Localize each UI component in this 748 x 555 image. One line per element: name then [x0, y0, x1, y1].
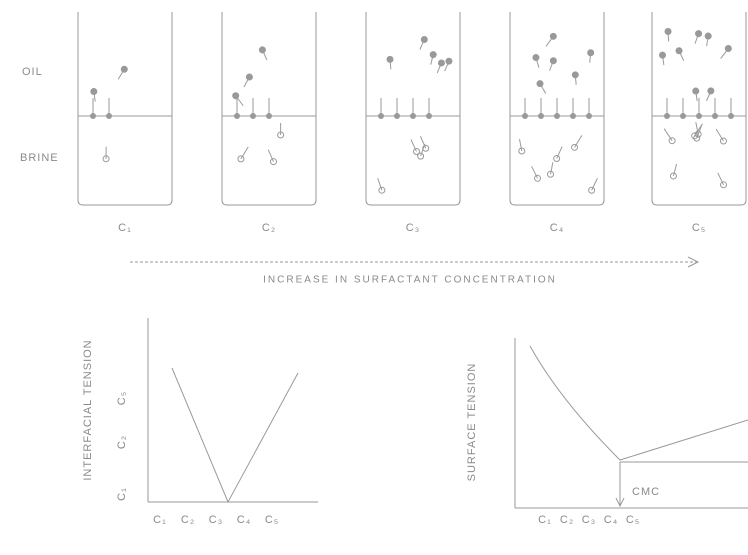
x-tick-label: C₂ — [560, 514, 574, 526]
molecule-tail — [664, 129, 672, 141]
x-tick-label: C₄ — [237, 514, 251, 526]
x-tick-label: C₅ — [265, 514, 279, 526]
x-tick-label: C₃ — [209, 514, 223, 526]
y-axis-label: INTERFACIAL TENSION — [82, 339, 94, 480]
y-tick-label: C₂ — [116, 435, 128, 449]
x-tick-label: C₁ — [153, 514, 167, 526]
x-tick-label: C₄ — [604, 514, 618, 526]
beaker-label: C₄ — [550, 222, 564, 234]
curve — [530, 346, 748, 460]
x-tick-label: C₂ — [181, 514, 195, 526]
molecule-head — [438, 60, 444, 66]
beaker — [78, 12, 172, 205]
y-tick-label: C₁ — [116, 487, 128, 501]
x-tick-label: C₅ — [626, 514, 640, 526]
molecule-tail — [575, 135, 582, 147]
molecule-tail — [716, 129, 723, 141]
cmc-label: CMC — [632, 486, 660, 498]
molecule-tail — [721, 49, 729, 59]
y-axis-label: SURFACE TENSION — [466, 363, 478, 482]
molecule-tail — [546, 36, 553, 46]
brine-label: BRINE — [20, 152, 59, 164]
beaker-label: C₅ — [692, 222, 706, 234]
beaker-label: C₁ — [118, 222, 132, 234]
molecule-tail — [241, 147, 248, 159]
molecule-tail — [668, 31, 669, 41]
diagram: OIL BRINE INCREASE IN SURFACTANT CONCENT… — [0, 0, 748, 555]
beaker-label: C₃ — [406, 222, 420, 234]
beaker-label: C₂ — [262, 222, 276, 234]
y-tick-label: C₅ — [116, 391, 128, 405]
x-tick-label: C₃ — [582, 514, 596, 526]
curve — [172, 368, 298, 502]
x-tick-label: C₁ — [538, 514, 552, 526]
oil-label: OIL — [22, 66, 43, 78]
arrow-label: INCREASE IN SURFACTANT CONCENTRATION — [263, 275, 557, 286]
